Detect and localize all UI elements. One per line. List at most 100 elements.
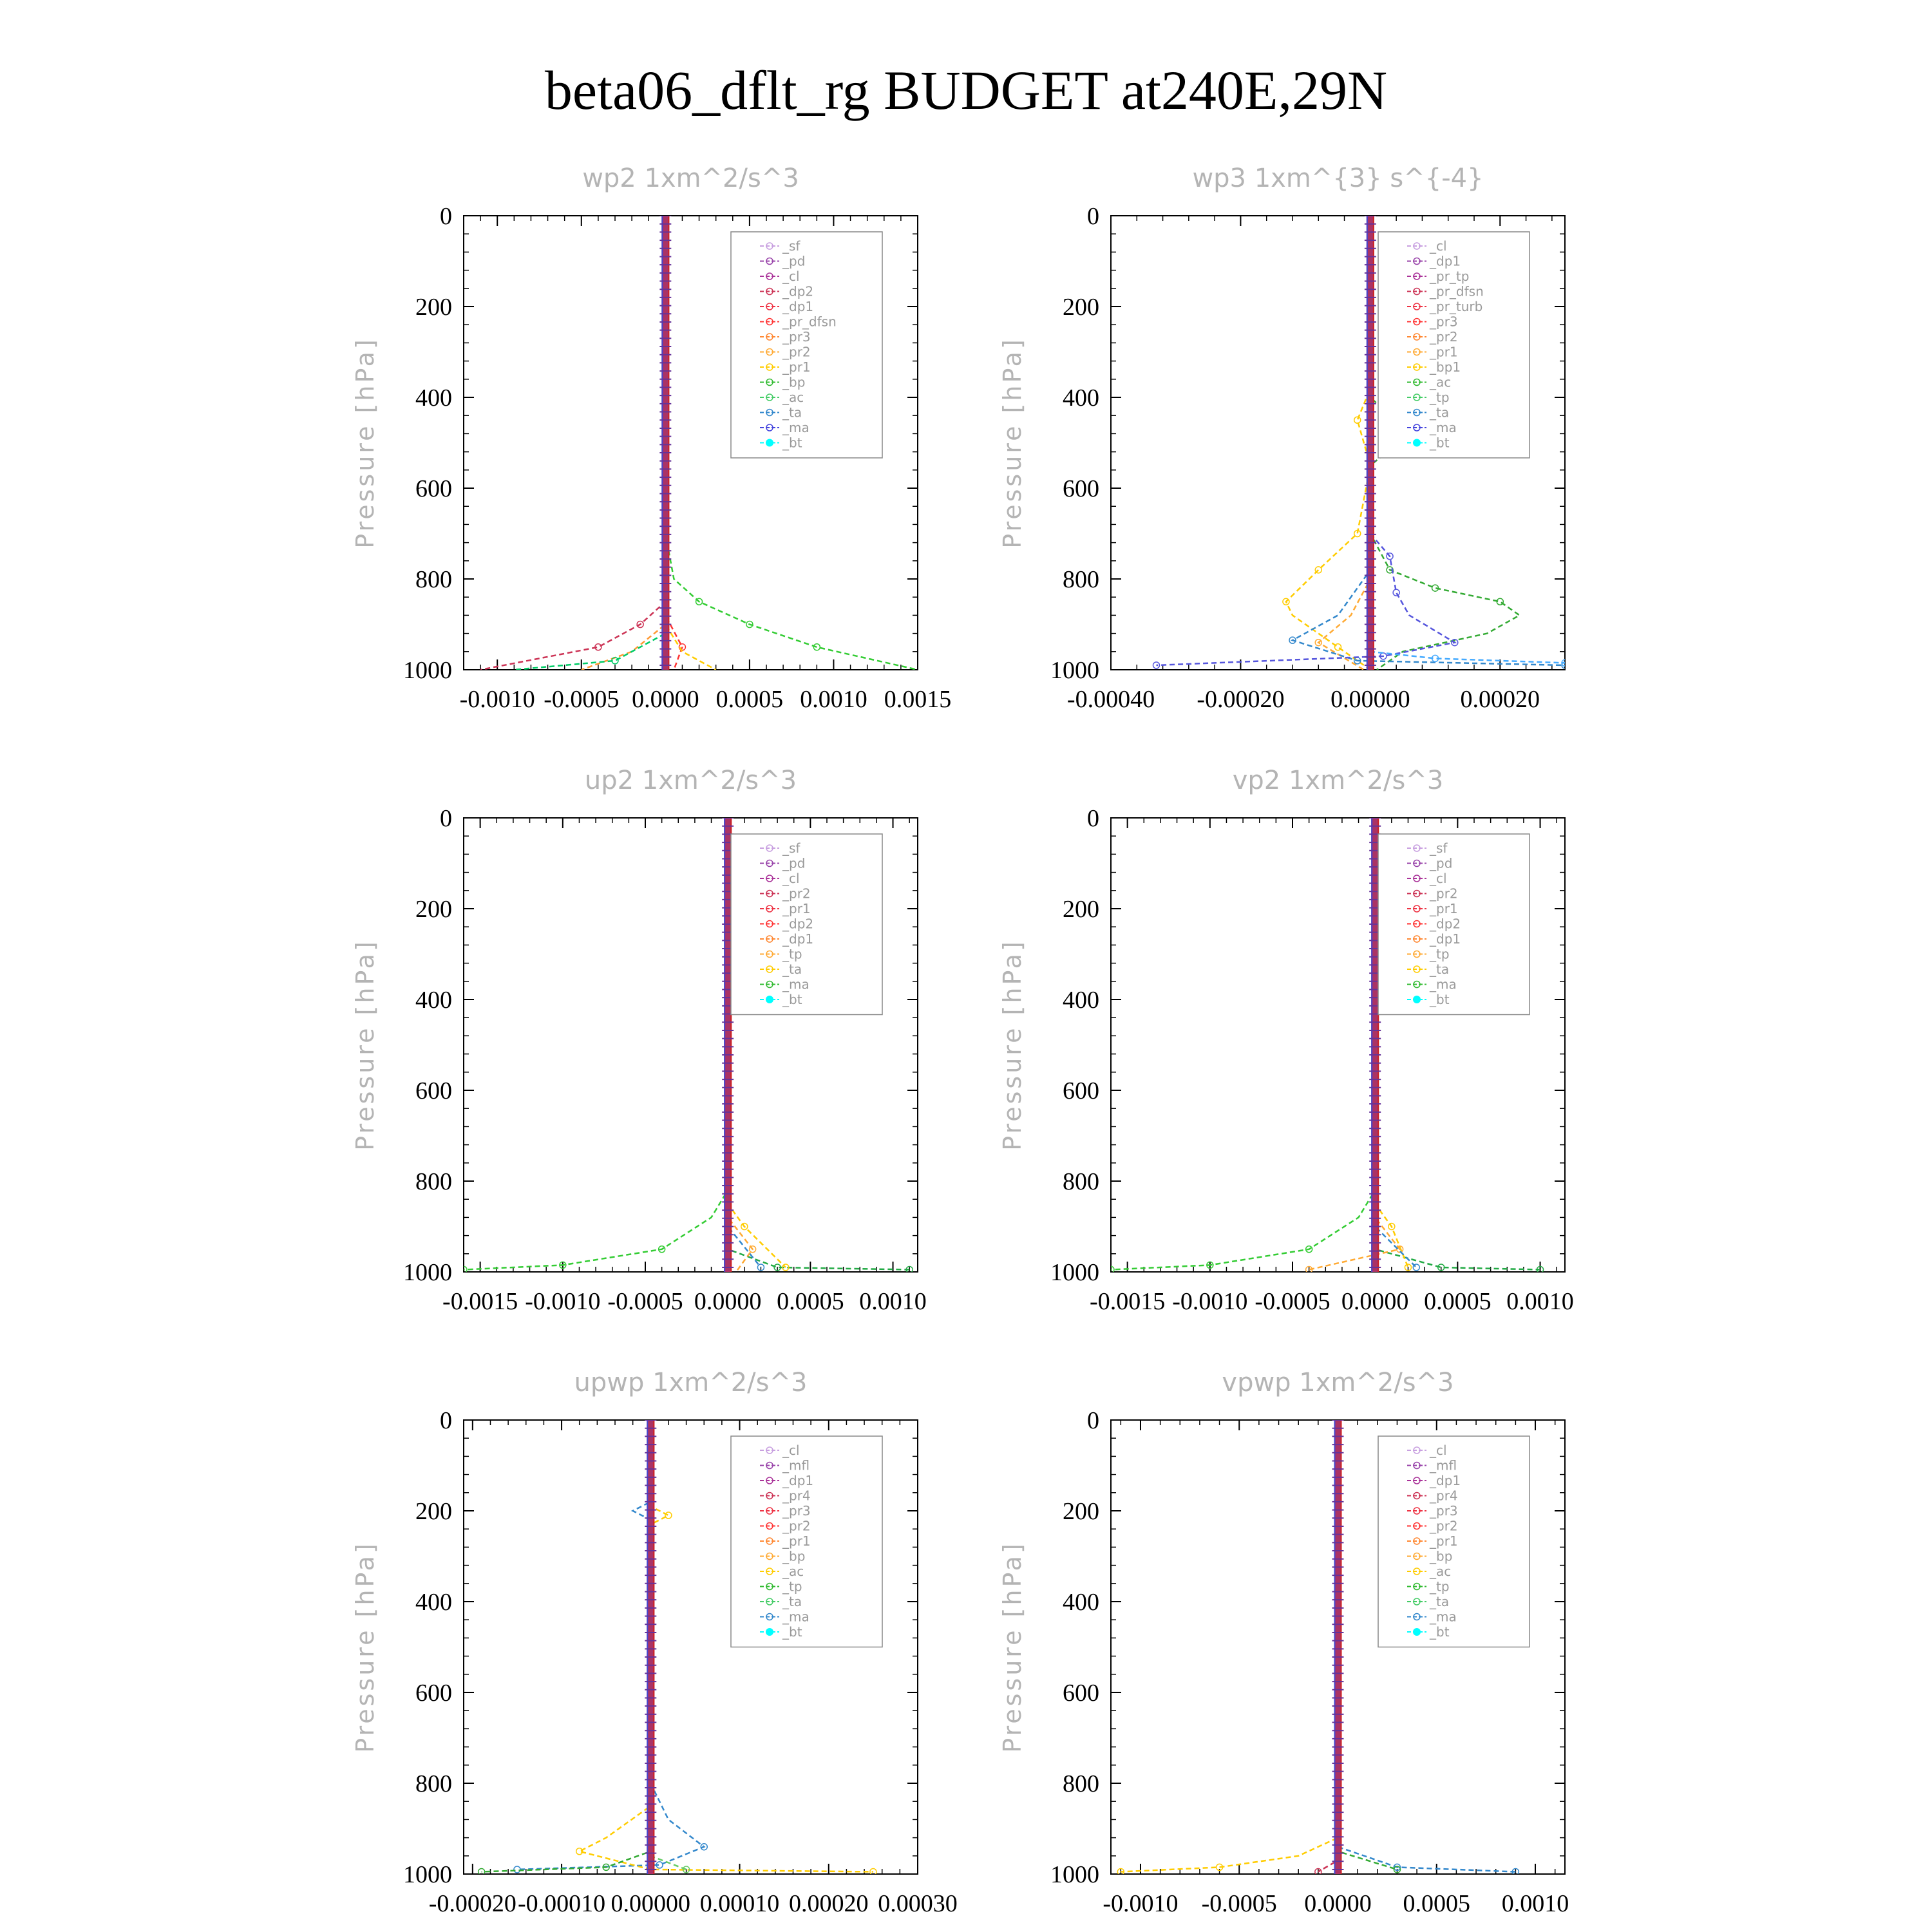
legend-label: _pr2 — [1429, 1519, 1458, 1534]
legend-marker — [1413, 348, 1421, 356]
series-marker — [741, 1222, 748, 1231]
legend-box — [1378, 1435, 1530, 1648]
legend-label: _pr3 — [1429, 1503, 1458, 1519]
legend-marker — [1413, 1507, 1421, 1515]
legend-marker — [1413, 875, 1421, 882]
series-marker — [636, 620, 644, 629]
y-tick-label: 800 — [1063, 566, 1099, 593]
legend-label: _tp — [1429, 1579, 1450, 1595]
legend-box — [730, 1435, 883, 1648]
legend-label: _pr1 — [782, 1533, 811, 1549]
y-tick-label: 200 — [415, 896, 452, 923]
legend-marker — [766, 424, 773, 431]
legend-marker — [1413, 272, 1421, 280]
series-marker — [665, 1511, 672, 1519]
y-tick-label: 400 — [1063, 987, 1099, 1014]
legend-marker — [1413, 424, 1421, 431]
legend-marker — [766, 1492, 773, 1500]
x-tick-label: 0.0010 — [1502, 1890, 1569, 1917]
x-tick-label: -0.00040 — [1067, 686, 1155, 713]
legend-label: _cl — [1429, 871, 1447, 886]
series-marker — [656, 1861, 663, 1869]
legend-label: _ac — [782, 1564, 804, 1579]
x-tick-label: -0.0010 — [1103, 1890, 1178, 1917]
legend-label: _dp1 — [782, 1473, 813, 1488]
legend-label: _bt — [782, 992, 802, 1007]
legend-label: _ta — [782, 405, 802, 421]
panel-title: wp3 1xm^{3} s^{-4} — [1192, 164, 1483, 193]
series-marker — [1388, 1222, 1396, 1231]
legend-label: _pr4 — [1429, 1488, 1458, 1504]
legend-marker — [766, 393, 773, 401]
legend-marker — [766, 889, 773, 898]
x-tick-label: -0.0010 — [460, 686, 535, 713]
legend-marker — [766, 408, 773, 417]
y-tick-label: 600 — [415, 1077, 452, 1104]
series-marker — [1314, 566, 1323, 574]
legend-label: _dp1 — [1429, 254, 1461, 269]
legend-box — [730, 231, 883, 459]
y-tick-label: 800 — [1063, 1168, 1099, 1195]
y-tick-label: 800 — [415, 566, 452, 593]
legend-marker — [766, 935, 773, 943]
legend-label: _cl — [782, 1443, 800, 1458]
legend-marker — [1413, 242, 1421, 250]
series-marker — [658, 1245, 666, 1253]
series-marker — [1431, 654, 1439, 663]
series-marker — [1561, 659, 1565, 667]
legend-marker — [766, 257, 773, 265]
zero-profile-stack — [647, 1420, 655, 1874]
series-marker — [1206, 1261, 1214, 1269]
legend-marker — [1413, 257, 1421, 265]
legend-marker — [766, 272, 773, 280]
x-tick-label: 0.0010 — [1506, 1288, 1574, 1315]
legend-label: _ma — [782, 1609, 810, 1625]
series-marker — [1404, 1264, 1412, 1271]
legend-label: _pr3 — [782, 1503, 811, 1519]
x-tick-label: 0.0000 — [632, 686, 699, 713]
legend-marker — [1413, 859, 1421, 867]
chart-panel-6: vpwp 1xm^2/s^3 Pressure [hPa] 0 200 400 600 80… — [998, 1368, 1569, 1917]
legend-marker — [1413, 1446, 1421, 1454]
legend-label: _tp — [1429, 390, 1450, 405]
series-marker — [559, 1261, 567, 1269]
series-marker — [1282, 598, 1290, 605]
legend-label: _pr_dfsn — [1429, 284, 1484, 299]
series-marker — [1392, 589, 1400, 596]
legend-label: _pr1 — [782, 359, 811, 375]
legend-label: _pr1 — [1429, 901, 1458, 916]
legend-label: _pr1 — [1429, 1533, 1458, 1549]
series-marker — [1314, 1868, 1322, 1874]
y-tick-label: 200 — [1063, 1498, 1099, 1525]
panel-title: upwp 1xm^2/s^3 — [574, 1368, 808, 1397]
series-line-dp2 — [480, 216, 667, 670]
y-tick-label: 1000 — [403, 1259, 452, 1286]
y-tick-label: 200 — [1063, 896, 1099, 923]
y-tick-label: 200 — [1063, 294, 1099, 321]
legend-label: _ta — [782, 961, 802, 977]
legend-marker — [1413, 905, 1421, 913]
legend-label: _tp — [782, 1579, 802, 1595]
y-tick-label: 0 — [1087, 805, 1099, 832]
legend-label: _pr_dfsn — [782, 314, 837, 330]
legend-label: _bt — [782, 1624, 802, 1640]
legend-marker — [1413, 1461, 1421, 1470]
series-marker — [575, 1848, 583, 1855]
legend-marker — [766, 287, 773, 296]
legend-marker — [766, 378, 773, 386]
series-group — [480, 216, 918, 670]
series-line-pr2 — [1309, 818, 1401, 1271]
legend-label: _ma — [782, 977, 810, 992]
legend-label: _pr3 — [782, 329, 811, 345]
x-tick-label: 0.0010 — [859, 1288, 927, 1315]
legend-marker — [1413, 1567, 1421, 1575]
y-tick-label: 600 — [1063, 1680, 1099, 1707]
legend-marker — [1413, 378, 1421, 386]
series-group — [477, 1420, 877, 1874]
legend-label: _pr2 — [1429, 329, 1458, 345]
legend-marker — [766, 1461, 773, 1470]
series-line-bp1 — [1369, 216, 1521, 670]
series-line-bp — [481, 1420, 652, 1873]
legend-marker — [766, 905, 773, 913]
